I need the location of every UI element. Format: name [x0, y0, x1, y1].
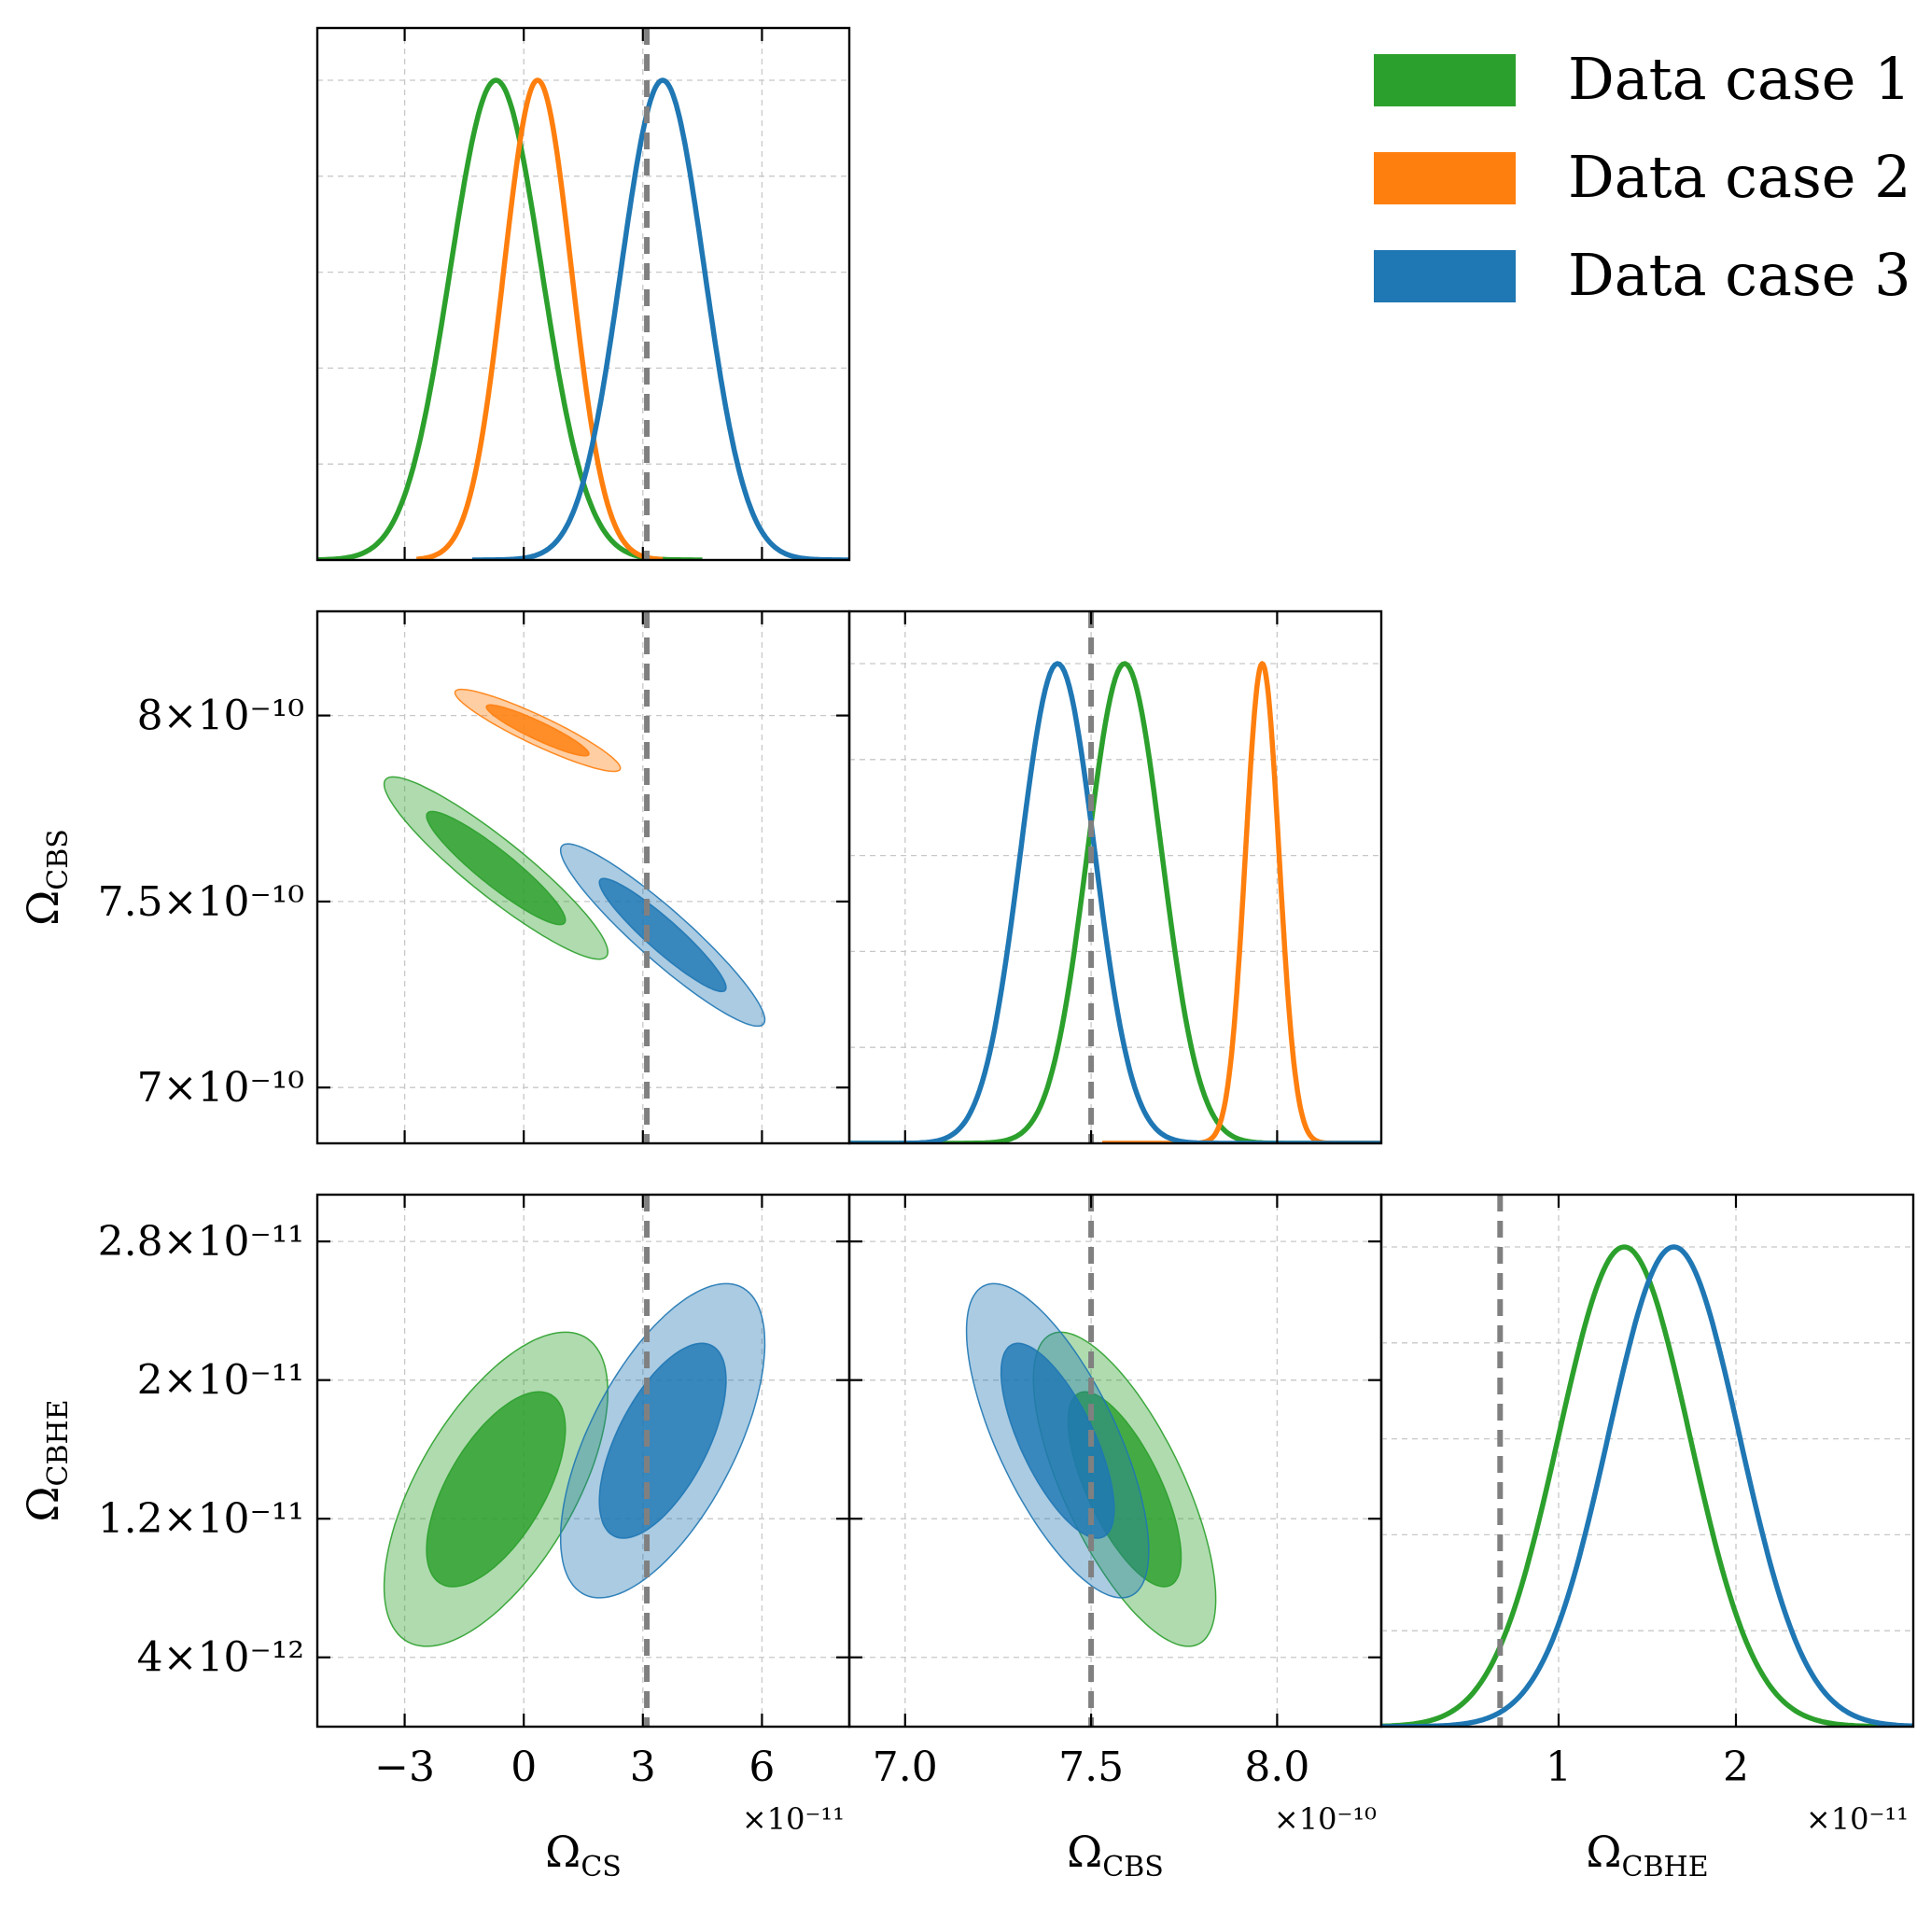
x-tick-label: 8.0: [1244, 1743, 1309, 1791]
x-axis-label-cs: ΩCS: [545, 1827, 622, 1883]
contour-inner-data-case-3: [598, 1342, 727, 1539]
grid: [849, 611, 1381, 1143]
panel-cs-cbs: [315, 609, 851, 1145]
plot-area: [1381, 1195, 1913, 1727]
marginal-cs: [315, 26, 851, 562]
contour-inner-data-case-1: [426, 810, 567, 926]
x-tick-label: 7.5: [1058, 1743, 1124, 1791]
x-tick-label: 1: [1546, 1743, 1572, 1791]
legend-label-data-case-3: Data case 3: [1568, 241, 1911, 309]
marginal-curve-data-case-1: [849, 661, 1381, 1143]
marginal-cbs: [847, 609, 1383, 1145]
contour-inner-data-case-3: [598, 877, 727, 993]
marginal-curve-data-case-3: [849, 661, 1381, 1143]
panel-frame: [315, 26, 851, 562]
panel-frame: [1379, 1193, 1915, 1729]
y-axis-label-cbs: ΩCBS: [18, 829, 75, 926]
marginal-curve-data-case-2: [1100, 661, 1381, 1143]
grid: [317, 28, 849, 560]
x-multiplier: ×10⁻¹¹: [1806, 1801, 1909, 1837]
x-tick-label: 2: [1723, 1743, 1749, 1791]
contour-inner-data-case-1: [426, 1391, 567, 1588]
legend-label-data-case-2: Data case 2: [1568, 143, 1911, 211]
y-tick-label: 8×10⁻¹⁰: [137, 693, 304, 740]
x-multiplier: ×10⁻¹⁰: [1274, 1801, 1377, 1837]
panel-frame: [847, 609, 1383, 1145]
y-tick-label: 2×10⁻¹¹: [137, 1357, 304, 1405]
contour-inner-data-case-3: [1000, 1342, 1115, 1539]
legend-swatch-data-case-3: [1374, 250, 1516, 302]
marginal-curve-data-case-3: [1381, 1244, 1913, 1727]
plot-area: [383, 611, 766, 1143]
y-tick-label: 7.5×10⁻¹⁰: [98, 878, 304, 926]
x-tick-label: 7.0: [873, 1743, 938, 1791]
grid: [849, 1195, 1381, 1727]
plot-area: [965, 1195, 1217, 1727]
x-tick-label: −3: [374, 1743, 435, 1791]
x-tick-label: 3: [630, 1743, 656, 1791]
x-multiplier: ×10⁻¹¹: [742, 1801, 845, 1837]
legend-label-data-case-1: Data case 1: [1568, 45, 1911, 113]
plot-area: [383, 1195, 766, 1727]
x-axis-label-cbhe: ΩCBHE: [1586, 1827, 1708, 1883]
grid: [317, 611, 849, 1143]
x-axis-label-cbs: ΩCBS: [1067, 1827, 1164, 1883]
plot-area: [849, 611, 1381, 1143]
y-tick-label: 2.8×10⁻¹¹: [98, 1218, 304, 1266]
legend-swatch-data-case-2: [1374, 152, 1516, 204]
x-tick-label: 6: [749, 1743, 775, 1791]
y-tick-label: 1.2×10⁻¹¹: [98, 1495, 304, 1543]
panel-cbs-cbhe: [847, 1193, 1383, 1729]
y-tick-label: 4×10⁻¹²: [137, 1634, 304, 1682]
contour-inner-data-case-2: [485, 704, 590, 757]
panel-cs-cbhe: [315, 1193, 851, 1729]
marginal-curve-data-case-3: [470, 77, 849, 560]
grid: [1381, 1195, 1913, 1727]
y-axis-label-cbhe: ΩCBHE: [18, 1399, 75, 1521]
x-tick-label: 0: [511, 1743, 537, 1791]
marginal-curve-data-case-1: [1381, 1244, 1913, 1727]
y-tick-label: 7×10⁻¹⁰: [137, 1064, 304, 1112]
legend: Data case 1 Data case 2 Data case 3: [1374, 45, 1911, 309]
marginal-curve-data-case-2: [414, 77, 665, 560]
legend-swatch-data-case-1: [1374, 54, 1516, 106]
plot-area: [317, 28, 849, 560]
marginal-cbhe: [1379, 1193, 1915, 1729]
